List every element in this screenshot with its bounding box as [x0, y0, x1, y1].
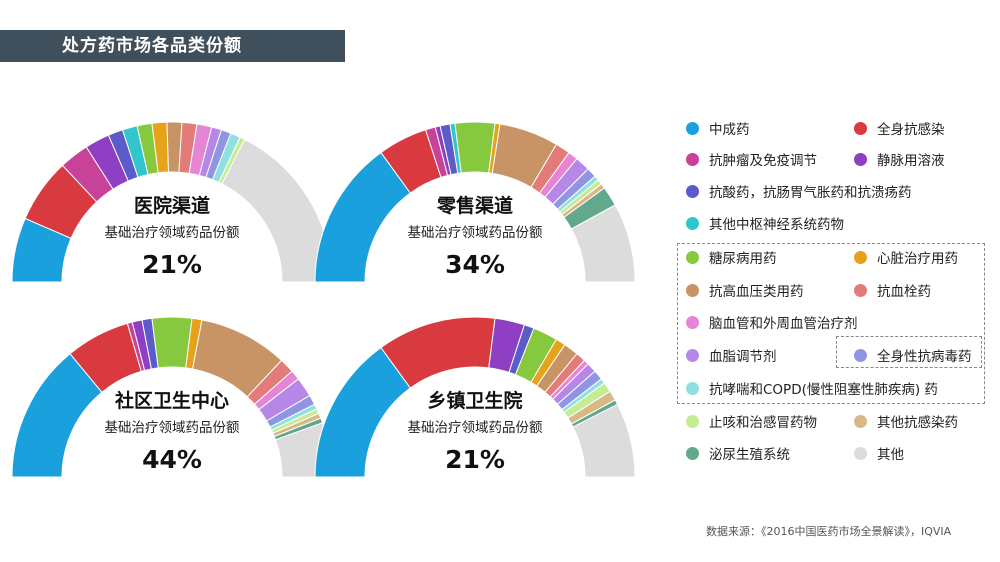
legend-swatch — [854, 152, 867, 166]
chart-highlight-value: 34% — [445, 250, 505, 279]
legend-item: 抗血栓药 — [854, 279, 931, 301]
legend-swatch — [686, 315, 699, 329]
chart-highlight-value: 44% — [142, 445, 202, 474]
legend-item: 抗酸药，抗肠胃气胀药和抗溃疡药 — [686, 180, 912, 202]
page-title: 处方药市场各品类份额 — [0, 30, 345, 62]
chart-highlight-value: 21% — [142, 250, 202, 279]
legend-item: 抗肿瘤及免疫调节 — [686, 148, 817, 170]
legend-label: 全身性抗病毒药 — [877, 349, 972, 365]
legend-label: 其他中枢神经系统药物 — [709, 217, 844, 233]
legend-item: 其他 — [854, 442, 904, 464]
legend-swatch — [686, 381, 699, 395]
legend-swatch — [854, 250, 867, 264]
legend-item: 止咳和治感冒药物 — [686, 410, 817, 432]
legend-swatch — [686, 216, 699, 230]
slice-2-18 — [570, 204, 636, 283]
legend-swatch — [686, 348, 699, 362]
legend-label: 止咳和治感冒药物 — [709, 415, 817, 431]
legend-swatch — [686, 283, 699, 297]
chart-title: 社区卫生中心 — [114, 389, 229, 412]
legend-item: 血脂调节剂 — [686, 344, 777, 366]
slice-3-6 — [151, 316, 193, 369]
legend-label: 中成药 — [709, 122, 750, 138]
legend-item: 脑血管和外周血管治疗剂 — [686, 311, 858, 333]
chart-title: 医院渠道 — [134, 194, 210, 217]
legend-item: 其他中枢神经系统药物 — [686, 212, 844, 234]
legend-label: 抗血栓药 — [877, 284, 931, 300]
legend-item: 心脏治疗用药 — [854, 246, 958, 268]
legend-swatch — [686, 414, 699, 428]
source-note: 数据来源：《2016中国医药市场全景解读》，IQVIA — [706, 525, 952, 538]
slice-1-16 — [221, 138, 333, 283]
legend-swatch — [686, 121, 699, 135]
legend-label: 抗哮喘和COPD(慢性阻塞性肺疾病) 药 — [709, 382, 938, 398]
legend-swatch — [854, 348, 867, 362]
legend-label: 其他 — [877, 447, 904, 463]
legend-label: 脑血管和外周血管治疗剂 — [709, 316, 858, 332]
legend-label: 其他抗感染药 — [877, 415, 958, 431]
legend-swatch — [854, 414, 867, 428]
legend-label: 抗肿瘤及免疫调节 — [709, 153, 817, 169]
legend-item: 全身抗感染 — [854, 117, 945, 139]
slice-2-7 — [454, 121, 496, 174]
legend-label: 抗高血压类用药 — [709, 284, 804, 300]
legend-item: 其他抗感染药 — [854, 410, 958, 432]
legend-item: 中成药 — [686, 117, 750, 139]
legend-swatch — [854, 283, 867, 297]
legend-item: 静脉用溶液 — [854, 148, 945, 170]
legend-label: 血脂调节剂 — [709, 349, 777, 365]
legend-item: 全身性抗病毒药 — [854, 344, 972, 366]
chart-highlight-value: 21% — [445, 445, 505, 474]
legend-item: 糖尿病用药 — [686, 246, 777, 268]
legend-swatch — [686, 184, 699, 198]
legend-swatch — [854, 121, 867, 135]
slice-4-16 — [572, 403, 636, 478]
legend-swatch — [854, 446, 867, 460]
chart-subtitle: 基础治疗领域药品份额 — [105, 419, 240, 436]
legend-item: 泌尿生殖系统 — [686, 442, 790, 464]
chart-subtitle: 基础治疗领域药品份额 — [408, 224, 543, 241]
legend-label: 糖尿病用药 — [709, 251, 777, 267]
legend-item: 抗高血压类用药 — [686, 279, 804, 301]
legend-label: 抗酸药，抗肠胃气胀药和抗溃疡药 — [709, 185, 912, 201]
legend-swatch — [686, 446, 699, 460]
chart-subtitle: 基础治疗领域药品份额 — [105, 224, 240, 241]
legend-label: 泌尿生殖系统 — [709, 447, 790, 463]
legend-swatch — [686, 152, 699, 166]
chart-title: 零售渠道 — [436, 194, 513, 217]
legend-swatch — [686, 250, 699, 264]
chart-title: 乡镇卫生院 — [427, 389, 522, 412]
legend-label: 静脉用溶液 — [877, 153, 945, 169]
legend-label: 全身抗感染 — [877, 122, 945, 138]
chart-subtitle: 基础治疗领域药品份额 — [408, 419, 543, 436]
legend-label: 心脏治疗用药 — [877, 251, 958, 267]
legend-item: 抗哮喘和COPD(慢性阻塞性肺疾病) 药 — [686, 377, 938, 399]
